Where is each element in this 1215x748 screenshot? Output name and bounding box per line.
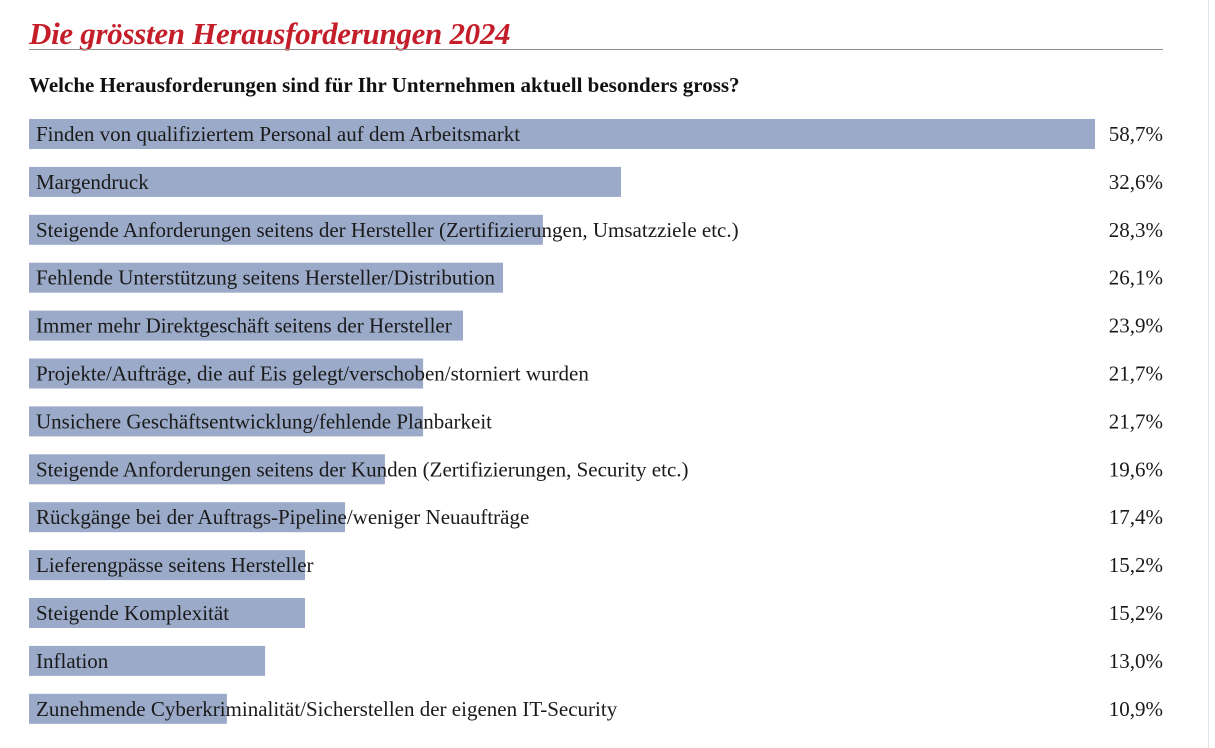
category-label: Rückgänge bei der Auftrags-Pipeline/weni… xyxy=(36,505,529,529)
value-label: 28,3% xyxy=(1109,218,1163,242)
category-label: Steigende Anforderungen seitens der Kund… xyxy=(36,457,689,481)
bar xyxy=(29,119,1095,149)
value-label: 10,9% xyxy=(1109,697,1163,721)
category-label: Finden von qualifiziertem Personal auf d… xyxy=(36,122,520,146)
frame-edge xyxy=(1208,0,1215,748)
category-label: Margendruck xyxy=(36,170,149,194)
bar-row: Immer mehr Direktgeschäft seitens der He… xyxy=(29,310,1163,341)
value-label: 32,6% xyxy=(1109,170,1163,194)
value-label: 26,1% xyxy=(1109,266,1163,290)
bar xyxy=(29,358,424,389)
category-label: Immer mehr Direktgeschäft seitens der He… xyxy=(36,314,452,338)
category-label: Steigende Anforderungen seitens der Hers… xyxy=(36,218,739,242)
bar-row: Margendruck 32,6% xyxy=(29,166,1163,197)
value-label: 21,7% xyxy=(1109,409,1163,433)
category-label: Zunehmende Cyberkriminalität/Sicherstell… xyxy=(36,697,618,721)
category-label: Inflation xyxy=(36,649,109,673)
value-label: 13,0% xyxy=(1109,649,1163,673)
bar-row: Unsichere Geschäftsentwicklung/fehlende … xyxy=(29,406,1163,437)
bar-row: Inflation 13,0% xyxy=(29,645,1163,676)
bar xyxy=(29,166,621,197)
bar-row: Rückgänge bei der Auftrags-Pipeline/weni… xyxy=(29,502,1163,533)
category-label: Unsichere Geschäftsentwicklung/fehlende … xyxy=(36,409,492,433)
bar xyxy=(29,502,345,533)
chart-subtitle: Welche Herausforderungen sind für Ihr Un… xyxy=(29,73,740,97)
value-label: 15,2% xyxy=(1109,601,1163,625)
chart-title: Die grössten Herausforderungen 2024 xyxy=(29,16,511,51)
bar-row: Finden von qualifiziertem Personal auf d… xyxy=(29,119,1163,149)
category-label: Fehlende Unterstützung seitens Herstelle… xyxy=(36,266,495,290)
category-label: Lieferengpässe seitens Hersteller xyxy=(36,553,314,577)
bar xyxy=(29,550,305,581)
bar-row: Steigende Anforderungen seitens der Hers… xyxy=(29,214,1163,245)
bar xyxy=(29,645,266,676)
value-label: 19,6% xyxy=(1109,457,1163,481)
bar xyxy=(29,693,227,724)
bar xyxy=(29,214,543,245)
value-label: 17,4% xyxy=(1109,505,1163,529)
title-divider xyxy=(29,49,1163,50)
bar xyxy=(29,262,503,293)
category-label: Steigende Komplexität xyxy=(36,601,229,625)
category-label: Projekte/Aufträge, die auf Eis gelegt/ve… xyxy=(36,362,589,386)
bar-row: Projekte/Aufträge, die auf Eis gelegt/ve… xyxy=(29,358,1163,389)
bar-row: Zunehmende Cyberkriminalität/Sicherstell… xyxy=(29,693,1163,724)
bar xyxy=(29,406,424,437)
bar-row: Steigende Anforderungen seitens der Kund… xyxy=(29,454,1163,485)
bar xyxy=(29,310,463,341)
value-label: 21,7% xyxy=(1109,362,1163,386)
bar xyxy=(29,454,385,485)
bar xyxy=(29,598,305,628)
value-label: 15,2% xyxy=(1109,553,1163,577)
bar-row: Fehlende Unterstützung seitens Herstelle… xyxy=(29,262,1163,293)
bar-row: Steigende Komplexität 15,2% xyxy=(29,598,1163,628)
value-label: 23,9% xyxy=(1109,314,1163,338)
bar-row: Lieferengpässe seitens Hersteller 15,2% xyxy=(29,550,1163,581)
value-label: 58,7% xyxy=(1109,122,1163,146)
